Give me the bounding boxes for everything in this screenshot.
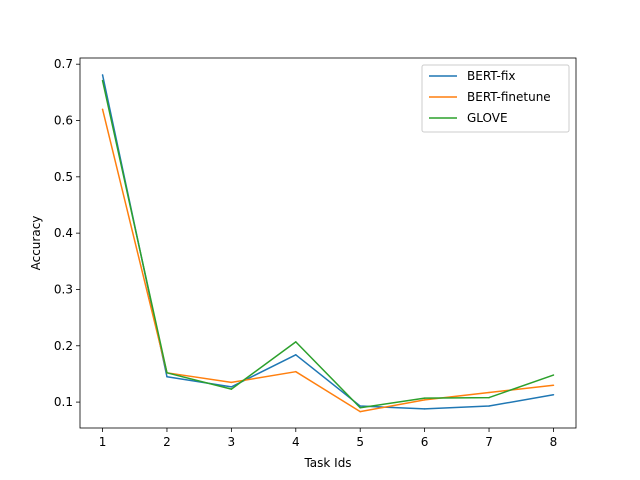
legend: BERT-fix BERT-finetune GLOVE bbox=[421, 64, 570, 133]
y-tick-label: 0.2 bbox=[54, 339, 73, 353]
x-tick-label: 6 bbox=[421, 435, 429, 449]
series-line-bert-fix bbox=[101, 74, 554, 410]
y-tick-label: 0.5 bbox=[54, 170, 73, 184]
y-tick-label: 0.7 bbox=[54, 57, 73, 71]
data-point bbox=[552, 384, 555, 386]
data-point bbox=[488, 391, 490, 394]
x-tick-label: 4 bbox=[292, 435, 300, 449]
data-point bbox=[230, 381, 233, 384]
data-point bbox=[230, 388, 233, 390]
x-axis-ticks: 1 2 3 4 5 6 7 8 bbox=[99, 428, 558, 449]
data-point bbox=[166, 372, 168, 374]
series-line-bert-finetune bbox=[101, 109, 554, 413]
data-point bbox=[423, 399, 426, 401]
data-point bbox=[101, 79, 104, 82]
plot-area bbox=[101, 74, 555, 413]
data-point bbox=[101, 108, 104, 110]
data-point bbox=[488, 396, 490, 399]
y-tick-label: 0.3 bbox=[54, 282, 73, 296]
legend-label: BERT-fix bbox=[467, 69, 516, 83]
data-point bbox=[423, 408, 426, 410]
data-point bbox=[295, 341, 297, 343]
x-tick-label: 5 bbox=[356, 435, 364, 449]
x-axis-label: Task Ids bbox=[303, 456, 351, 470]
data-point bbox=[552, 374, 555, 376]
x-tick-label: 8 bbox=[550, 435, 558, 449]
y-tick-label: 0.6 bbox=[54, 114, 73, 128]
legend-label: GLOVE bbox=[467, 111, 508, 125]
data-point bbox=[166, 376, 168, 378]
data-point bbox=[359, 410, 361, 413]
y-tick-label: 0.4 bbox=[54, 226, 73, 240]
data-point bbox=[423, 397, 426, 399]
x-tick-label: 7 bbox=[485, 435, 493, 449]
plot-frame bbox=[79, 57, 577, 429]
data-point bbox=[359, 406, 361, 409]
y-tick-label: 0.1 bbox=[54, 395, 73, 409]
data-point bbox=[488, 405, 490, 407]
y-axis-label: Accuracy bbox=[29, 216, 43, 271]
x-tick-label: 2 bbox=[163, 435, 171, 449]
y-axis-ticks: 0.1 0.2 0.3 0.4 0.5 0.6 0.7 bbox=[54, 57, 80, 409]
data-point bbox=[230, 386, 233, 388]
x-tick-label: 3 bbox=[228, 435, 236, 449]
x-tick-label: 1 bbox=[99, 435, 107, 449]
legend-label: BERT-finetune bbox=[467, 90, 551, 104]
data-point bbox=[295, 370, 297, 373]
series-line-glove bbox=[101, 80, 554, 409]
data-point bbox=[101, 74, 104, 76]
data-point bbox=[295, 354, 297, 356]
legend-box bbox=[421, 64, 570, 133]
data-point bbox=[552, 394, 555, 396]
